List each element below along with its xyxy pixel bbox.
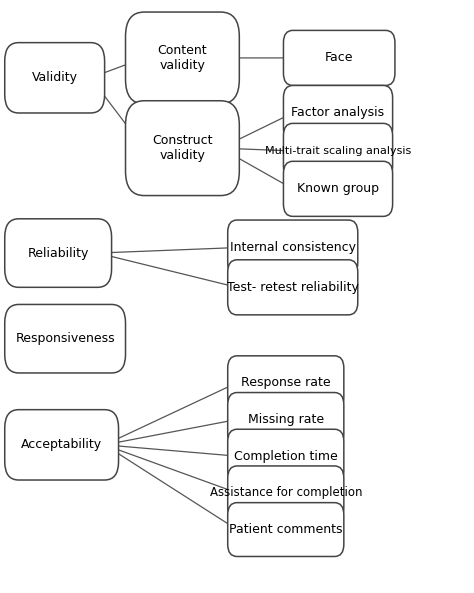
FancyBboxPatch shape — [228, 220, 358, 275]
Text: Acceptability: Acceptability — [21, 438, 102, 451]
Text: Test- retest reliability: Test- retest reliability — [227, 281, 359, 294]
FancyBboxPatch shape — [228, 429, 344, 483]
FancyBboxPatch shape — [228, 503, 344, 556]
Text: Known group: Known group — [297, 182, 379, 195]
Text: Completion time: Completion time — [234, 449, 337, 463]
Text: Missing rate: Missing rate — [248, 413, 324, 426]
FancyBboxPatch shape — [5, 304, 126, 373]
FancyBboxPatch shape — [126, 12, 239, 104]
FancyBboxPatch shape — [283, 85, 392, 141]
FancyBboxPatch shape — [228, 356, 344, 410]
FancyBboxPatch shape — [5, 219, 111, 288]
FancyBboxPatch shape — [228, 260, 358, 315]
FancyBboxPatch shape — [228, 466, 344, 520]
FancyBboxPatch shape — [283, 123, 392, 178]
Text: Multi-trait scaling analysis: Multi-trait scaling analysis — [265, 146, 411, 156]
FancyBboxPatch shape — [126, 101, 239, 196]
Text: Patient comments: Patient comments — [229, 523, 343, 536]
Text: Construct
validity: Construct validity — [152, 134, 213, 162]
Text: Internal consistency: Internal consistency — [230, 241, 356, 254]
Text: Responsiveness: Responsiveness — [15, 332, 115, 345]
FancyBboxPatch shape — [228, 393, 344, 447]
Text: Reliability: Reliability — [27, 247, 89, 260]
Text: Face: Face — [325, 52, 354, 65]
Text: Content
validity: Content validity — [158, 44, 207, 72]
FancyBboxPatch shape — [5, 43, 105, 113]
Text: Assistance for completion: Assistance for completion — [210, 486, 362, 499]
Text: Factor analysis: Factor analysis — [292, 107, 384, 119]
FancyBboxPatch shape — [283, 161, 392, 216]
Text: Validity: Validity — [32, 71, 78, 84]
FancyBboxPatch shape — [283, 30, 395, 85]
FancyBboxPatch shape — [5, 410, 118, 480]
Text: Response rate: Response rate — [241, 376, 330, 389]
